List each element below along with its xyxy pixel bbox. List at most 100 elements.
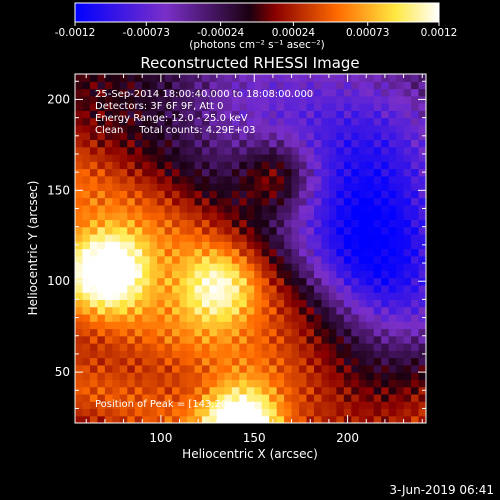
heatmap-cell xyxy=(254,284,263,293)
heatmap-cell xyxy=(82,328,91,337)
heatmap-cell xyxy=(269,153,278,162)
heatmap-cell xyxy=(216,95,225,104)
heatmap-cell xyxy=(187,364,196,373)
heatmap-cell xyxy=(179,212,188,221)
heatmap-cell xyxy=(89,328,99,337)
heatmap-cell xyxy=(373,372,382,380)
heatmap-cell xyxy=(194,364,203,373)
heatmap-cell xyxy=(134,183,143,191)
heatmap-cell xyxy=(127,357,136,366)
heatmap-cell xyxy=(201,81,211,90)
heatmap-cell xyxy=(269,103,278,111)
heatmap-cell xyxy=(239,153,248,162)
heatmap-cell xyxy=(89,146,99,155)
heatmap-cell xyxy=(403,328,412,337)
heatmap-cell xyxy=(321,313,330,322)
heatmap-cell xyxy=(201,117,211,126)
heatmap-cell xyxy=(254,401,263,410)
heatmap-cell xyxy=(97,401,106,410)
heatmap-cell xyxy=(388,117,397,126)
heatmap-cell xyxy=(254,190,263,199)
heatmap-cell xyxy=(254,415,263,423)
heatmap-cell xyxy=(261,139,270,148)
heatmap-cell xyxy=(358,299,367,308)
heatmap-cell xyxy=(299,372,308,380)
heatmap-cell xyxy=(396,233,405,242)
heatmap-cell xyxy=(239,81,248,90)
heatmap-cell xyxy=(142,212,151,221)
heatmap-cell xyxy=(284,117,293,126)
heatmap-cell xyxy=(381,343,390,351)
heatmap-cell xyxy=(321,153,330,162)
heatmap-cell xyxy=(194,263,203,271)
heatmap-cell xyxy=(254,117,263,126)
heatmap-cell xyxy=(172,270,181,279)
heatmap-cell xyxy=(381,277,390,286)
heatmap-cell xyxy=(104,306,113,315)
heatmap-cell xyxy=(336,335,345,344)
heatmap-cell xyxy=(291,379,300,388)
heatmap-cell xyxy=(321,335,330,344)
heatmap-cell xyxy=(231,241,240,250)
heatmap-cell xyxy=(104,364,113,373)
heatmap-cell xyxy=(194,190,203,199)
heatmap-cell xyxy=(179,95,188,104)
heatmap-cell xyxy=(112,175,121,184)
heatmap-cell xyxy=(411,379,420,388)
heatmap-cell xyxy=(179,401,188,410)
heatmap-cell xyxy=(403,299,412,308)
heatmap-cell xyxy=(89,263,99,271)
heatmap-cell xyxy=(373,335,382,344)
heatmap-cell xyxy=(246,183,255,191)
heatmap-cell xyxy=(97,124,106,133)
heatmap-cell xyxy=(194,299,203,308)
heatmap-cell xyxy=(276,277,285,286)
heatmap-cell xyxy=(306,81,315,90)
heatmap-cell xyxy=(306,88,315,97)
heatmap-cell xyxy=(134,117,143,126)
heatmap-cell xyxy=(194,204,203,213)
heatmap-cell xyxy=(411,343,420,351)
heatmap-cell xyxy=(172,212,181,221)
heatmap-cell xyxy=(358,204,367,213)
heatmap-cell xyxy=(239,103,248,111)
heatmap-cell xyxy=(313,357,323,366)
heatmap-cell xyxy=(291,255,300,264)
heatmap-cell xyxy=(187,328,196,337)
heatmap-cell xyxy=(373,103,382,111)
heatmap-cell xyxy=(284,168,293,177)
heatmap-cell xyxy=(119,335,128,344)
heatmap-cell xyxy=(313,321,323,330)
heatmap-cell xyxy=(328,190,337,199)
colorbar-tick-label: 0.0012 xyxy=(421,27,458,39)
heatmap-cell xyxy=(321,284,330,293)
heatmap-cell xyxy=(276,190,285,199)
heatmap-cell xyxy=(299,393,308,402)
heatmap-cell xyxy=(381,386,390,395)
heatmap-cell xyxy=(411,415,420,423)
heatmap-cell xyxy=(246,255,255,264)
heatmap-cell xyxy=(149,255,158,264)
heatmap-cell xyxy=(149,103,158,111)
heatmap-cell xyxy=(119,226,128,235)
heatmap-cell xyxy=(187,270,196,279)
heatmap-cell xyxy=(411,110,420,119)
heatmap-cell xyxy=(254,168,263,177)
heatmap-cell xyxy=(187,233,196,242)
heatmap-cell xyxy=(269,183,278,191)
y-tick-label: 150 xyxy=(47,183,70,197)
heatmap-cell xyxy=(358,277,367,286)
heatmap-cell xyxy=(164,103,173,111)
heatmap-cell xyxy=(246,386,255,395)
heatmap-cell xyxy=(149,161,158,170)
heatmap-cell xyxy=(157,401,166,410)
heatmap-cell xyxy=(269,386,278,395)
heatmap-cell xyxy=(112,386,121,395)
heatmap-cell xyxy=(358,146,367,155)
heatmap-cell xyxy=(306,335,315,344)
heatmap-cell xyxy=(179,386,188,395)
heatmap-cell xyxy=(321,146,330,155)
heatmap-cell xyxy=(336,233,345,242)
heatmap-cell xyxy=(164,292,173,300)
heatmap-cell xyxy=(403,401,412,410)
